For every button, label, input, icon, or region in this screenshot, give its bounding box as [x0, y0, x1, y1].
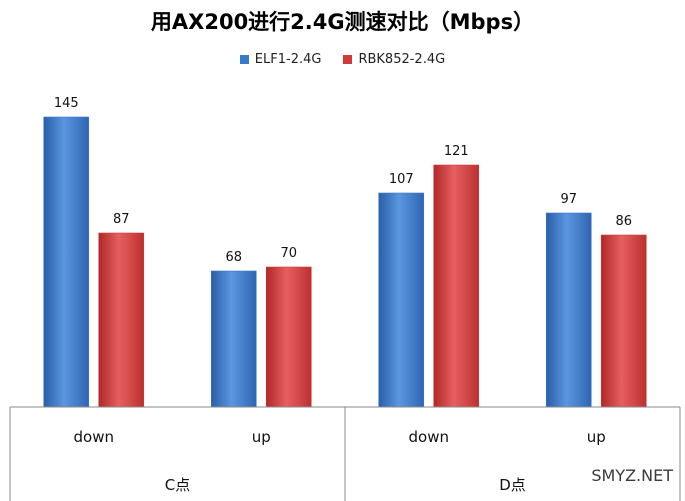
x-tick-label: down [409, 428, 449, 446]
data-label-1-1: 145 [54, 96, 79, 111]
legend: ELF1-2.4G RBK852-2.4G [0, 52, 685, 67]
data-label-2-4: 86 [615, 214, 632, 229]
bar-2-3 [433, 164, 480, 408]
bar-1-4 [545, 212, 592, 408]
data-label-2-2: 70 [280, 246, 297, 261]
bar-1-1 [43, 116, 90, 408]
legend-label-series-1: ELF1-2.4G [254, 52, 322, 67]
data-label-1-3: 107 [389, 172, 414, 187]
watermark: SMYZ.NET [587, 464, 677, 487]
data-label-2-3: 121 [444, 144, 469, 159]
x-tick-label: down [74, 428, 114, 446]
x-tick-label: up [587, 428, 606, 446]
data-label-1-4: 97 [560, 192, 577, 207]
legend-label-series-2: RBK852-2.4G [358, 52, 446, 67]
data-label-1-2: 68 [225, 250, 242, 265]
group-label: C点 [165, 476, 190, 494]
bar-2-4 [600, 234, 647, 408]
legend-item-series-1: ELF1-2.4G [239, 52, 322, 67]
bar-2-2 [265, 266, 312, 408]
x-tick-label: up [252, 428, 271, 446]
legend-swatch-series-1 [239, 55, 249, 64]
legend-swatch-series-2 [343, 55, 353, 64]
group-label: D点 [499, 476, 526, 494]
bar-1-2 [210, 270, 257, 408]
data-label-2-1: 87 [113, 212, 130, 227]
bar-2-1 [98, 232, 145, 408]
chart-title: 用AX200进行2.4G测速对比（Mbps） [150, 10, 535, 34]
bar-1-3 [378, 192, 425, 408]
legend-item-series-2: RBK852-2.4G [343, 52, 445, 67]
